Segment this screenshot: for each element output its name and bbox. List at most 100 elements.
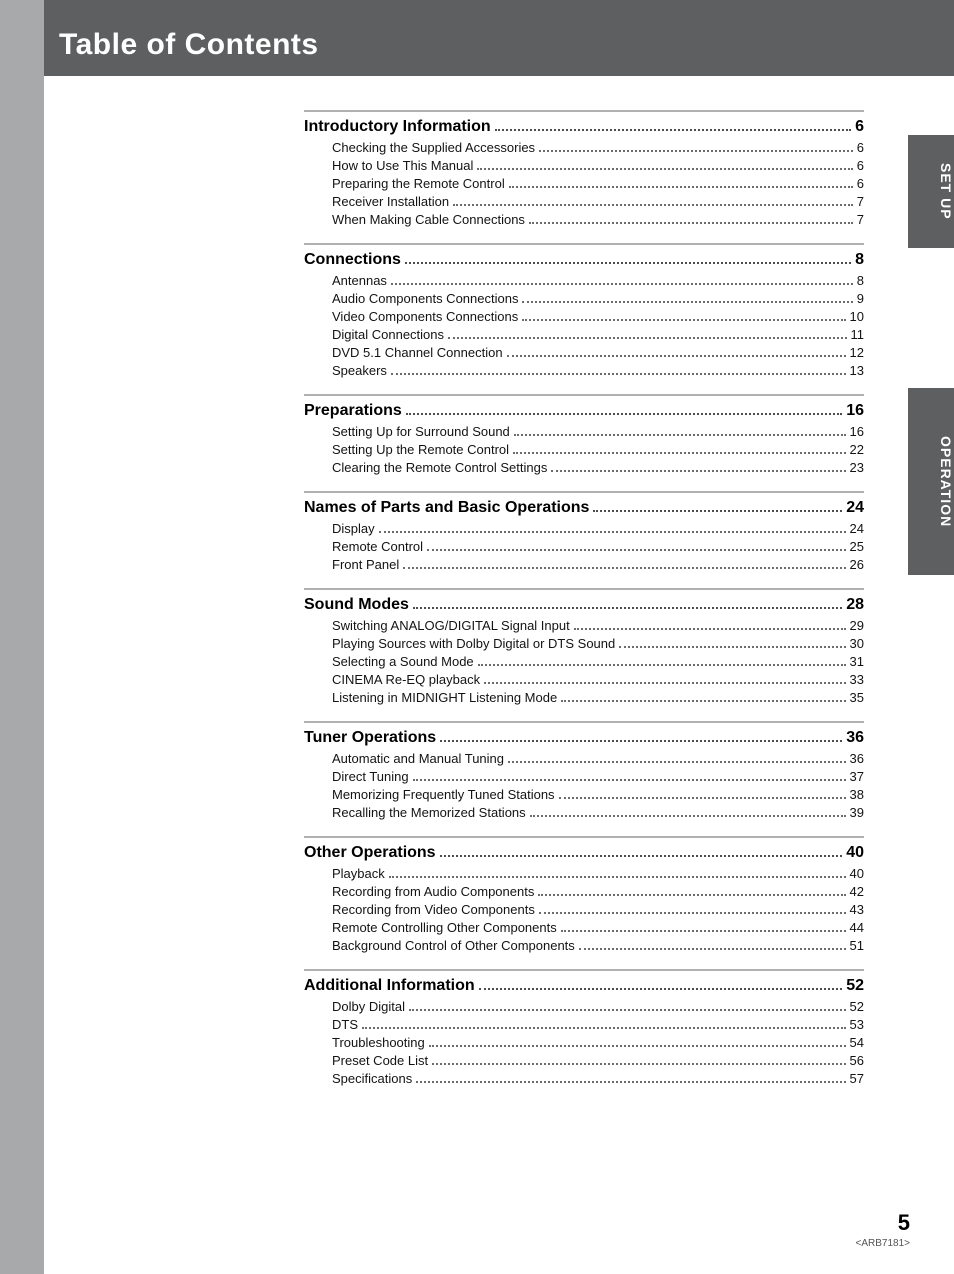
- toc-item[interactable]: Playing Sources with Dolby Digital or DT…: [332, 636, 864, 651]
- toc-section-title: Introductory Information: [304, 118, 491, 136]
- toc-section-title: Additional Information: [304, 977, 475, 995]
- toc-item[interactable]: DVD 5.1 Channel Connection12: [332, 345, 864, 360]
- toc-content: Introductory Information6Checking the Su…: [44, 76, 954, 1086]
- leader-dots: [509, 186, 853, 188]
- leader-dots: [403, 567, 845, 569]
- toc-item[interactable]: Recording from Video Components43: [332, 902, 864, 917]
- toc-item[interactable]: How to Use This Manual 6: [332, 158, 864, 173]
- toc-item-label: Listening in MIDNIGHT Listening Mode: [332, 690, 557, 705]
- toc-item[interactable]: Remote Controlling Other Components44: [332, 920, 864, 935]
- toc-item[interactable]: Direct Tuning37: [332, 769, 864, 784]
- toc-item[interactable]: Selecting a Sound Mode31: [332, 654, 864, 669]
- toc-item-page: 24: [850, 521, 864, 536]
- toc-section: Tuner Operations36 Automatic and Manual T…: [304, 721, 864, 820]
- toc-item[interactable]: Receiver Installation7: [332, 194, 864, 209]
- leader-dots: [413, 779, 846, 781]
- toc-item[interactable]: Specifications57: [332, 1071, 864, 1086]
- leader-dots: [522, 319, 845, 321]
- toc-section: Names of Parts and Basic Operations24Dis…: [304, 491, 864, 572]
- leader-dots: [427, 549, 845, 551]
- toc-item[interactable]: Automatic and Manual Tuning36: [332, 751, 864, 766]
- page: Table of Contents Introductory Informati…: [44, 0, 954, 1274]
- toc-item[interactable]: Listening in MIDNIGHT Listening Mode35: [332, 690, 864, 705]
- toc-item-page: 25: [850, 539, 864, 554]
- toc-item[interactable]: Digital Connections11: [332, 327, 864, 342]
- toc-item-label: How to Use This Manual: [332, 158, 473, 173]
- footer: 5 <ARB7181>: [856, 1210, 911, 1249]
- toc-item-label: Selecting a Sound Mode: [332, 654, 474, 669]
- toc-item[interactable]: Recalling the Memorized Stations39: [332, 805, 864, 820]
- toc-item-page: 53: [850, 1017, 864, 1032]
- toc-item-label: Memorizing Frequently Tuned Stations: [332, 787, 555, 802]
- toc-item[interactable]: Remote Control25: [332, 539, 864, 554]
- leader-dots: [514, 434, 846, 436]
- toc-section-head[interactable]: Introductory Information 6: [304, 118, 864, 136]
- toc-item[interactable]: Playback40: [332, 866, 864, 881]
- toc-item[interactable]: Video Components Connections10: [332, 309, 864, 324]
- toc-section-head[interactable]: Names of Parts and Basic Operations24: [304, 499, 864, 517]
- leader-dots: [559, 797, 846, 799]
- leader-dots: [538, 894, 845, 896]
- toc-item[interactable]: Audio Components Connections9: [332, 291, 864, 306]
- toc-item[interactable]: Setting Up the Remote Control22: [332, 442, 864, 457]
- toc-section-head[interactable]: Preparations 16: [304, 402, 864, 420]
- toc-item[interactable]: Background Control of Other Components51: [332, 938, 864, 953]
- leader-dots: [477, 168, 852, 170]
- toc-item[interactable]: Front Panel26: [332, 557, 864, 572]
- leader-dots: [561, 700, 845, 702]
- toc-item[interactable]: Preparing the Remote Control6: [332, 176, 864, 191]
- toc-section: Connections8 Antennas8 Audio Components Co…: [304, 243, 864, 378]
- toc-section-head[interactable]: Other Operations40: [304, 844, 864, 862]
- toc-section-head[interactable]: Tuner Operations36: [304, 729, 864, 747]
- leader-dots: [432, 1063, 845, 1065]
- toc-section-title: Names of Parts and Basic Operations: [304, 499, 589, 517]
- toc-item[interactable]: Dolby Digital52: [332, 999, 864, 1014]
- toc-item[interactable]: Display24: [332, 521, 864, 536]
- toc-item-label: Speakers: [332, 363, 387, 378]
- leader-dots: [391, 283, 853, 285]
- toc-item[interactable]: Recording from Audio Components 42: [332, 884, 864, 899]
- toc-item-page: 6: [857, 158, 864, 173]
- toc-section-head[interactable]: Connections8: [304, 251, 864, 269]
- toc-item[interactable]: Clearing the Remote Control Settings23: [332, 460, 864, 475]
- leader-dots: [539, 912, 846, 914]
- toc-item[interactable]: CINEMA Re-EQ playback33: [332, 672, 864, 687]
- toc-section-page: 6: [855, 118, 864, 136]
- toc-item[interactable]: Switching ANALOG/DIGITAL Signal Input29: [332, 618, 864, 633]
- side-tab-operation: OPERATION: [908, 388, 954, 575]
- toc-item[interactable]: DTS53: [332, 1017, 864, 1032]
- toc-item[interactable]: Antennas8: [332, 273, 864, 288]
- toc-section-title: Preparations: [304, 402, 402, 420]
- toc-item-label: Playing Sources with Dolby Digital or DT…: [332, 636, 615, 651]
- toc-item[interactable]: Memorizing Frequently Tuned Stations38: [332, 787, 864, 802]
- leader-dots: [440, 740, 842, 742]
- leader-dots: [579, 948, 846, 950]
- toc-item-label: Preparing the Remote Control: [332, 176, 505, 191]
- toc-section-title: Other Operations: [304, 844, 436, 862]
- toc-section: Preparations 16 Setting Up for Surround So…: [304, 394, 864, 475]
- leader-dots: [495, 129, 851, 131]
- leader-dots: [522, 301, 852, 303]
- toc-item-label: Checking the Supplied Accessories: [332, 140, 535, 155]
- toc-item[interactable]: Checking the Supplied Accessories 6: [332, 140, 864, 155]
- toc-item-page: 42: [850, 884, 864, 899]
- toc-item-page: 13: [850, 363, 864, 378]
- toc-section-head[interactable]: Additional Information52: [304, 977, 864, 995]
- toc-section-head[interactable]: Sound Modes28: [304, 596, 864, 614]
- toc-item[interactable]: Preset Code List56: [332, 1053, 864, 1068]
- toc-item[interactable]: Setting Up for Surround Sound16: [332, 424, 864, 439]
- leader-dots: [551, 470, 845, 472]
- toc-item[interactable]: Speakers 13: [332, 363, 864, 378]
- toc-item-label: Troubleshooting: [332, 1035, 425, 1050]
- leader-dots: [440, 855, 843, 857]
- toc-item[interactable]: Troubleshooting54: [332, 1035, 864, 1050]
- toc-section-page: 16: [846, 402, 864, 420]
- leader-dots: [409, 1009, 846, 1011]
- leader-dots: [448, 337, 846, 339]
- toc-item-label: Setting Up for Surround Sound: [332, 424, 510, 439]
- toc-item[interactable]: When Making Cable Connections7: [332, 212, 864, 227]
- toc-item-label: Recording from Audio Components: [332, 884, 534, 899]
- toc-item-page: 6: [857, 140, 864, 155]
- toc-item-page: 7: [857, 212, 864, 227]
- toc-item-label: Automatic and Manual Tuning: [332, 751, 504, 766]
